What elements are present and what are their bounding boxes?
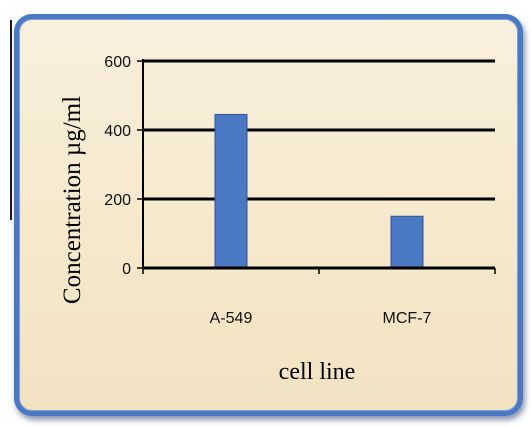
y-tick-label: 200 [104, 192, 131, 209]
y-axis-title: Concentration µg/ml [59, 96, 86, 304]
bars [214, 113, 424, 269]
x-category-label: A-549 [210, 310, 253, 327]
y-tick-label: 600 [104, 54, 131, 71]
y-tick-label: 0 [122, 261, 131, 278]
y-tick-labels: 0 200 400 600 [104, 54, 131, 278]
bar-a-549 [214, 113, 248, 269]
stray-vertical-line [10, 20, 12, 220]
x-axis-title: cell line [279, 359, 356, 385]
x-category-label: MCF-7 [383, 310, 432, 327]
gridlines [143, 59, 495, 201]
chart-frame [14, 14, 523, 416]
y-tick-label: 400 [104, 123, 131, 140]
x-category-labels: A-549 MCF-7 [210, 310, 432, 327]
axes [137, 59, 496, 274]
bar-mcf-7 [390, 215, 424, 269]
